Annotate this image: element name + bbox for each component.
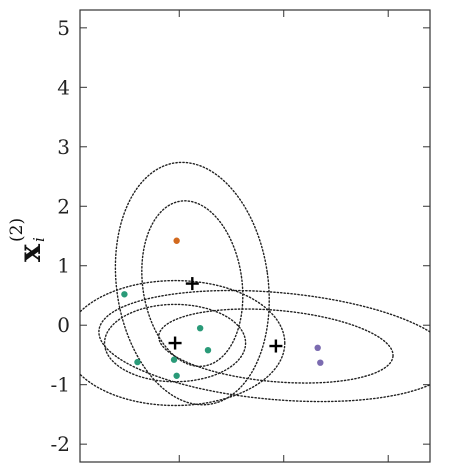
data-point <box>170 356 178 363</box>
y-tick-label: 1 <box>57 254 70 278</box>
x-axis-ticks <box>178 10 389 462</box>
y-axis-label-subscript: i <box>30 237 48 242</box>
data-point <box>134 358 141 366</box>
data-point <box>196 324 204 332</box>
cluster-center-marker <box>269 339 283 353</box>
data-point <box>314 344 321 352</box>
plot-area-frame <box>79 9 431 463</box>
y-axis-label: x (2) i <box>7 218 48 262</box>
confidence-ellipse <box>80 279 286 407</box>
y-tick-label: 4 <box>57 75 70 99</box>
confidence-ellipse <box>114 161 270 406</box>
confidence-ellipse <box>103 303 247 383</box>
data-point <box>121 291 128 298</box>
cluster-center-marker <box>185 277 199 291</box>
data-point <box>204 346 212 354</box>
data-points <box>121 237 324 379</box>
y-axis-label-base: x <box>13 243 48 262</box>
y-axis-ticks: -2 -1 0 1 2 3 4 5 <box>51 16 430 456</box>
y-tick-label: 0 <box>57 313 70 337</box>
covariance-ellipses <box>80 161 430 407</box>
data-point <box>173 237 180 244</box>
confidence-ellipse <box>98 289 430 403</box>
confidence-ellipse <box>158 308 394 384</box>
y-tick-label: 3 <box>57 135 70 159</box>
data-point <box>317 359 324 366</box>
cluster-center-marker <box>168 336 182 350</box>
data-point <box>173 372 180 379</box>
confidence-ellipse <box>141 200 244 368</box>
y-tick-label: -2 <box>51 432 70 456</box>
y-tick-label: 2 <box>57 194 70 218</box>
y-tick-label: -1 <box>51 373 70 397</box>
y-tick-label: 5 <box>57 16 70 40</box>
y-axis-label-superscript: (2) <box>7 218 27 242</box>
cluster-centers <box>168 277 283 353</box>
